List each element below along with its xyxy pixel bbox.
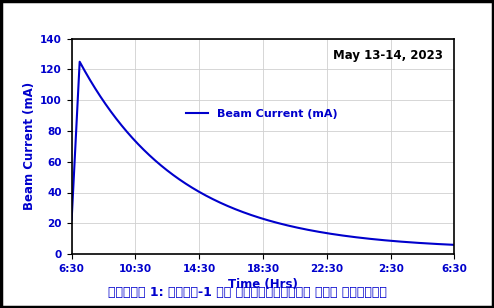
Text: चित्र 1: इंडस-1 का उपयोगकर्ता मोड संचालन: चित्र 1: इंडस-1 का उपयोगकर्ता मोड संचालन [108, 286, 386, 299]
Beam Current (mA) [370, 237, 376, 241]
Beam Current (mA) [77, 60, 82, 63]
Legend: Beam Current (mA): Beam Current (mA) [181, 104, 342, 123]
Beam Current (mA) [88, 80, 94, 84]
Line: Beam Current (mA): Beam Current (mA) [72, 62, 454, 245]
Beam Current (mA) [441, 242, 447, 246]
Y-axis label: Beam Current (mA): Beam Current (mA) [23, 82, 36, 210]
Beam Current (mA) [245, 212, 251, 216]
Beam Current (mA) [69, 218, 75, 222]
Beam Current (mA) [452, 243, 457, 247]
Beam Current (mA) [441, 242, 447, 246]
Text: May 13-14, 2023: May 13-14, 2023 [333, 49, 443, 62]
Beam Current (mA) [255, 215, 261, 219]
X-axis label: Time (Hrs): Time (Hrs) [228, 278, 298, 291]
